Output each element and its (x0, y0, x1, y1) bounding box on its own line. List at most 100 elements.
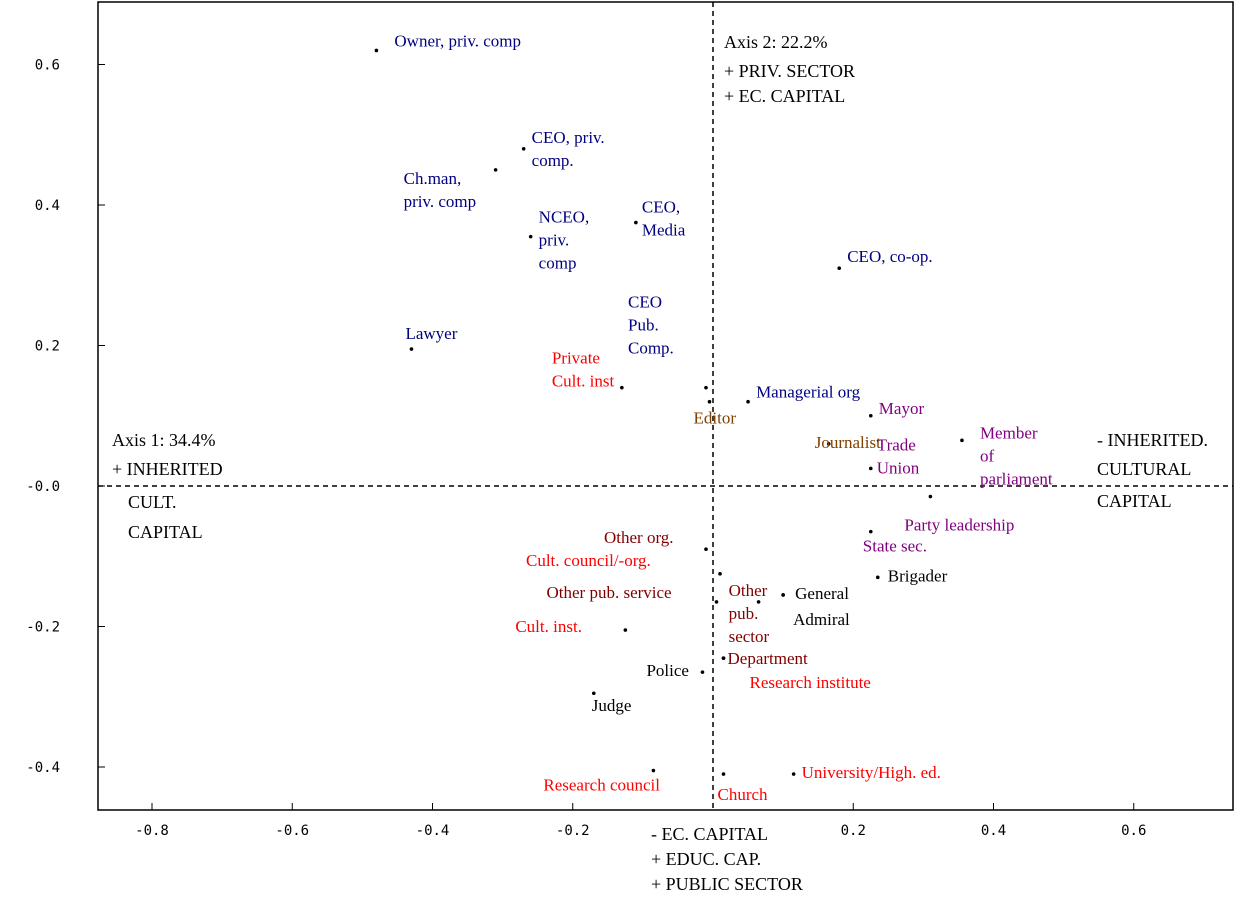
axis1-title: Axis 1: 34.4% (112, 430, 216, 450)
point-label-line: priv. (539, 231, 570, 250)
point-label-line: Cult. inst (552, 372, 615, 391)
data-point (960, 438, 964, 443)
y-tick-label: 0.4 (35, 198, 60, 214)
x-tick-label: -0.6 (275, 823, 309, 839)
y-tick-label: -0.0 (26, 479, 60, 495)
data-point (718, 572, 722, 576)
point-label: Other pub. sector (729, 581, 770, 646)
point-label: Cult. council/-org. (526, 551, 651, 570)
axis1-positive-label: + INHERITED (112, 459, 223, 479)
axis2-title: Axis 2: 22.2% (724, 32, 828, 52)
axis1-negative-label: CAPITAL (1097, 491, 1172, 511)
point-label-line: Party leadership (904, 516, 1014, 535)
point-label-line: Ch.man, (404, 169, 462, 188)
x-tick-label: -0.4 (416, 823, 450, 839)
data-point (634, 220, 638, 225)
points-layer: Owner, priv. comp CEO, priv. comp. Ch.man, p… (374, 31, 1053, 804)
point-label-line: Other (729, 581, 768, 600)
axis2-negative-label: - EC. CAPITAL (651, 824, 768, 844)
data-point (868, 529, 873, 534)
point-label: Other pub. service (547, 583, 672, 602)
x-tick-label: 0.2 (841, 823, 866, 839)
data-point (704, 547, 708, 552)
point-label-line: Research institute (750, 673, 871, 692)
point-label-line: Comp. (628, 339, 674, 358)
point-label: NCEO, priv. comp (539, 208, 590, 273)
point-label: Private Cult. inst (552, 349, 615, 391)
point-label: CEO, co-op. (847, 247, 932, 266)
x-tick-label: -0.8 (135, 823, 169, 839)
point-label: Cult. inst. (515, 617, 582, 636)
point-label: Trade Union (877, 435, 920, 477)
data-point (528, 234, 533, 239)
axis-annotations: Axis 2: 22.2% + PRIV. SECTOR + EC. CAPITAL… (112, 32, 1208, 894)
point-label: State sec. (863, 537, 927, 556)
point-label: Party leadership (904, 516, 1014, 535)
point-label: Research institute (750, 673, 871, 692)
point-label-line: Trade (877, 435, 916, 454)
data-point (721, 772, 726, 776)
point-label-line: parliament (980, 469, 1053, 488)
y-tick-label: 0.2 (35, 339, 60, 355)
x-tick-label: -0.2 (556, 823, 590, 839)
data-point (651, 768, 656, 773)
point-label-line: priv. comp (404, 192, 477, 211)
point-label-line: University/High. ed. (802, 763, 941, 782)
x-tick-label: 0.6 (1121, 823, 1146, 839)
plot-frame (97, 1, 1234, 811)
point-label-line: Lawyer (405, 324, 457, 343)
point-label-line: Other org. (604, 528, 674, 547)
data-point (721, 656, 726, 660)
point-label: Church (718, 785, 769, 804)
point-label: Journalist (815, 433, 881, 452)
axis2-negative-label: + EDUC. CAP. (651, 849, 761, 869)
axis2-positive-label: + PRIV. SECTOR (724, 61, 855, 81)
point-label-line: Research council (543, 776, 660, 795)
point-label: CEO, Media (642, 198, 686, 240)
point-label-line: NCEO, (539, 208, 590, 227)
point-label-line: Mayor (879, 399, 925, 418)
axis1-negative-label: CULTURAL (1097, 459, 1191, 479)
point-label-line: CEO (628, 293, 662, 312)
point-label: Mayor (879, 399, 925, 418)
point-label-line: Police (646, 661, 689, 680)
point-label: Department (728, 649, 809, 668)
point-label: Managerial org (756, 383, 861, 402)
data-point (707, 399, 712, 404)
point-label: Lawyer (405, 324, 457, 343)
data-point (781, 593, 785, 597)
ticks-layer: -0.8 -0.6 -0.4 -0.2 0.2 0.4 0.6 0.6 0.4 0.2 -0.0 -0… (26, 58, 1146, 840)
point-label-line: Managerial org (756, 383, 861, 402)
data-point (493, 168, 498, 172)
point-label-line: Media (642, 221, 686, 240)
point-label-line: State sec. (863, 537, 927, 556)
point-label-line: CEO, (642, 198, 680, 217)
point-label: CEO, priv. comp. (532, 128, 605, 170)
data-point (521, 147, 526, 151)
y-tick-label: -0.4 (26, 760, 60, 776)
point-label: Brigader (888, 566, 948, 585)
data-point (791, 772, 796, 776)
data-point (374, 48, 379, 53)
point-label: University/High. ed. (802, 763, 941, 782)
point-label-line: Private (552, 349, 600, 368)
data-point (591, 691, 596, 696)
data-point (826, 442, 831, 446)
point-label-line: Member (980, 423, 1038, 442)
data-point (756, 600, 761, 604)
point-label-line: Other pub. service (547, 583, 672, 602)
point-label-line: Union (877, 458, 920, 477)
point-label-line: comp (539, 254, 577, 273)
point-label-line: CEO, co-op. (847, 247, 932, 266)
point-label-line: Church (718, 785, 769, 804)
data-point (623, 628, 628, 632)
point-label-line: sector (729, 627, 770, 646)
point-label: Editor (693, 409, 736, 428)
point-label-line: comp. (532, 151, 574, 170)
point-label: Judge (592, 696, 632, 715)
data-point (868, 413, 873, 418)
axis1-negative-label: - INHERITED. (1097, 430, 1208, 450)
point-label: General (795, 584, 849, 603)
data-point (620, 385, 624, 390)
